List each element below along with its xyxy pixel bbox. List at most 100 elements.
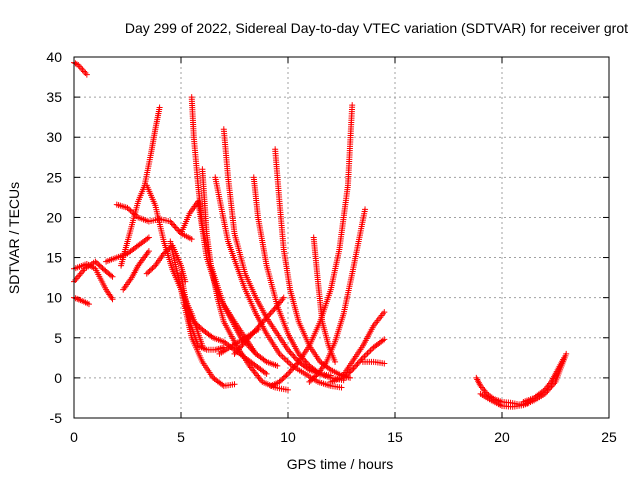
- data-point: [344, 370, 351, 377]
- data-point: [98, 263, 105, 270]
- y-tick-label: 0: [54, 370, 62, 386]
- data-point: [195, 322, 202, 329]
- data-point: [96, 262, 103, 269]
- data-point: [163, 247, 170, 254]
- data-point: [307, 377, 314, 384]
- series-t11: [178, 270, 227, 353]
- y-tick-label: 25: [46, 169, 62, 185]
- x-axis-label: GPS time / hours: [286, 456, 394, 472]
- data-point: [306, 378, 313, 385]
- data-point: [188, 236, 195, 243]
- data-point: [381, 360, 388, 367]
- data-point: [279, 376, 286, 383]
- data-point: [231, 381, 238, 388]
- data-point: [145, 234, 152, 241]
- series-t31: [520, 354, 568, 405]
- data-point: [146, 267, 153, 274]
- data-point: [92, 258, 99, 265]
- data-point: [310, 374, 317, 381]
- chart-title-text: Day 299 of 2022, Sidereal Day-to-day VTE…: [124, 20, 628, 36]
- data-point: [346, 369, 353, 376]
- y-tick-label: 30: [46, 129, 62, 145]
- data-point: [313, 372, 320, 379]
- data-point: [83, 71, 90, 78]
- data-point: [342, 373, 349, 380]
- data-point: [309, 376, 316, 383]
- data-point: [149, 265, 156, 272]
- data-point: [95, 261, 102, 268]
- data-point: [381, 336, 388, 343]
- y-tick-label: -5: [50, 410, 63, 426]
- data-point: [282, 373, 289, 380]
- series-t28: [359, 358, 388, 367]
- data-point: [347, 374, 354, 381]
- data-point: [99, 265, 106, 272]
- data-point: [381, 309, 388, 316]
- series-t4: [71, 260, 116, 303]
- x-tick-label: 10: [280, 429, 296, 445]
- data-point: [108, 272, 115, 279]
- series-t26: [327, 309, 388, 385]
- data-point: [192, 320, 199, 327]
- x-tick-label: 15: [387, 429, 403, 445]
- series-t18: [220, 126, 334, 379]
- axis-ticks: 0 5 10 15 20 25 -5 0 5 10 15 20 25 30 35 40: [46, 49, 617, 445]
- y-tick-label: 20: [46, 209, 62, 225]
- data-point: [362, 206, 369, 213]
- series-t24: [306, 206, 369, 385]
- data-point: [280, 374, 287, 381]
- y-tick-label: 35: [46, 89, 62, 105]
- data-point: [338, 384, 345, 391]
- x-tick-label: 5: [177, 429, 185, 445]
- grid: [74, 57, 609, 418]
- data-point: [160, 250, 167, 257]
- series-t10: [143, 242, 189, 285]
- series-t22: [216, 326, 262, 357]
- data-point: [276, 378, 283, 385]
- data-point: [220, 344, 227, 351]
- data-point: [343, 372, 350, 379]
- data-point: [255, 326, 262, 333]
- chart-title: Day 299 of 2022, Sidereal Day-to-day VTE…: [0, 20, 640, 36]
- data-point: [85, 301, 92, 308]
- x-tick-label: 0: [70, 429, 78, 445]
- series-t3: [71, 258, 116, 285]
- x-tick-label: 25: [601, 429, 617, 445]
- data-point: [280, 294, 287, 301]
- data-point: [349, 102, 356, 109]
- data-point: [277, 377, 284, 384]
- data-point: [145, 269, 152, 276]
- data-point: [150, 263, 157, 270]
- data-point: [563, 350, 570, 357]
- data-point: [143, 270, 150, 277]
- data-point: [274, 362, 281, 369]
- y-tick-label: 40: [46, 49, 62, 65]
- data-point: [196, 324, 203, 331]
- data-point: [285, 386, 291, 393]
- data-point: [263, 370, 270, 377]
- series-t25: [310, 234, 339, 365]
- series-t8: [103, 234, 152, 265]
- data-point: [312, 373, 319, 380]
- data-point: [148, 266, 155, 273]
- data-point: [162, 249, 169, 256]
- series-t5: [113, 201, 195, 243]
- data-point: [561, 354, 568, 361]
- data-point: [156, 104, 163, 111]
- data-point: [283, 372, 290, 379]
- data-points: [71, 59, 570, 410]
- series-t7: [120, 248, 152, 293]
- y-tick-label: 5: [54, 330, 62, 346]
- data-point: [332, 358, 339, 365]
- y-tick-label: 10: [46, 290, 62, 306]
- data-point: [252, 350, 259, 357]
- data-point: [145, 248, 152, 255]
- y-axis-label: SDTVAR / TECUs: [6, 181, 22, 295]
- plot-frame: [73, 56, 610, 419]
- data-point: [109, 296, 116, 303]
- data-point: [193, 321, 200, 328]
- y-tick-label: 15: [46, 250, 62, 266]
- data-point: [109, 273, 116, 280]
- x-tick-label: 20: [494, 429, 510, 445]
